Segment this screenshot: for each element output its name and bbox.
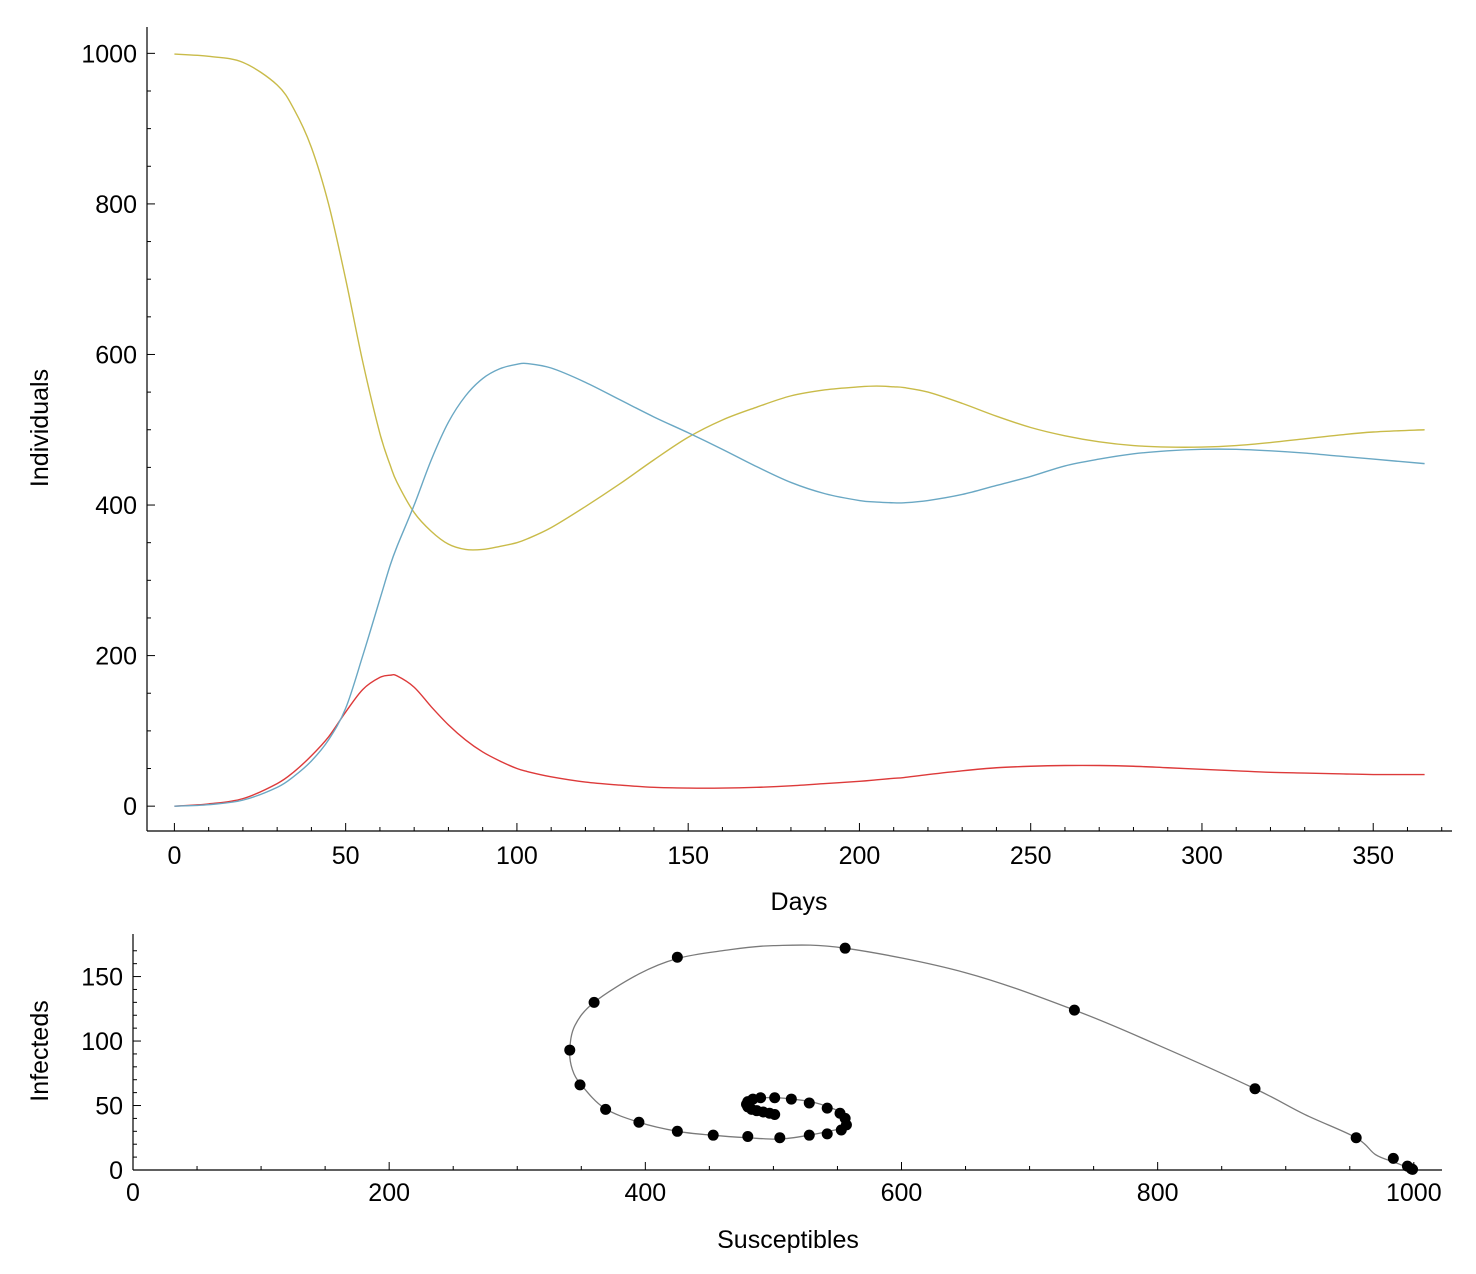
phase-point bbox=[822, 1128, 833, 1139]
phase-plot-x-tick-label: 600 bbox=[881, 1179, 923, 1207]
phase-plot-x-tick-label: 800 bbox=[1137, 1179, 1179, 1207]
phase-plot-x-tick-label: 1000 bbox=[1386, 1179, 1442, 1207]
recovereds-line bbox=[174, 363, 1424, 806]
phase-point bbox=[1402, 1161, 1413, 1172]
phase-plot-y-tick-label: 150 bbox=[81, 964, 123, 992]
phase-point bbox=[672, 1126, 683, 1137]
time-series-y-tick-label: 1000 bbox=[81, 40, 137, 68]
time-series-y-tick-label: 200 bbox=[95, 643, 137, 671]
phase-point bbox=[840, 943, 851, 954]
time-series-axes bbox=[147, 27, 1452, 831]
phase-trajectory-points bbox=[564, 943, 1418, 1175]
phase-plot-x-axis-title: Susceptibles bbox=[717, 1226, 859, 1254]
time-series-x-tick-label: 200 bbox=[839, 842, 881, 870]
phase-point bbox=[1388, 1153, 1399, 1164]
phase-point bbox=[769, 1109, 780, 1120]
phase-point bbox=[804, 1097, 815, 1108]
time-series-lines bbox=[174, 54, 1424, 806]
time-series-y-tick-label: 0 bbox=[123, 793, 137, 821]
phase-point bbox=[1069, 1005, 1080, 1016]
time-series-x-tick-label: 250 bbox=[1010, 842, 1052, 870]
phase-plot-y-tick-label: 50 bbox=[95, 1093, 123, 1121]
time-series-y-axis-title: Individuals bbox=[26, 369, 54, 487]
susceptibles-line bbox=[174, 54, 1424, 550]
time-series-y-tick-label: 600 bbox=[95, 341, 137, 369]
time-series-x-tick-label: 150 bbox=[667, 842, 709, 870]
time-series-x-tick-label: 300 bbox=[1181, 842, 1223, 870]
phase-point bbox=[672, 952, 683, 963]
time-series-x-tick-label: 100 bbox=[496, 842, 538, 870]
time-series-x-tick-label: 350 bbox=[1352, 842, 1394, 870]
phase-point bbox=[804, 1130, 815, 1141]
phase-point bbox=[575, 1079, 586, 1090]
phase-point bbox=[742, 1131, 753, 1142]
phase-point bbox=[600, 1104, 611, 1115]
phase-point bbox=[786, 1094, 797, 1105]
phase-plot-y-tick-label: 0 bbox=[109, 1157, 123, 1185]
time-series-tick-labels: 0 50 100 150 200 250 300 350 0 200 400 600 800 1000 bbox=[81, 40, 1394, 870]
phase-point bbox=[769, 1092, 780, 1103]
phase-plot-y-tick-label: 100 bbox=[81, 1028, 123, 1056]
phase-point bbox=[633, 1117, 644, 1128]
phase-point bbox=[1351, 1132, 1362, 1143]
time-series-y-tick-label: 800 bbox=[95, 191, 137, 219]
time-series-x-tick-label: 0 bbox=[167, 842, 181, 870]
phase-point bbox=[589, 997, 600, 1008]
infecteds-line bbox=[174, 675, 1424, 806]
phase-point bbox=[822, 1103, 833, 1114]
phase-trajectory-line bbox=[570, 945, 1413, 1169]
time-series-x-axis-title: Days bbox=[771, 888, 828, 916]
phase-plot-x-tick-label: 400 bbox=[624, 1179, 666, 1207]
time-series-chart: 0 50 100 150 200 250 300 350 0 200 400 600 800 1000 D… bbox=[26, 27, 1452, 916]
time-series-x-tick-label: 50 bbox=[332, 842, 360, 870]
phase-point bbox=[774, 1132, 785, 1143]
phase-plot-y-axis-title: Infecteds bbox=[26, 1000, 54, 1101]
phase-point bbox=[835, 1108, 846, 1119]
phase-plot-x-tick-label: 200 bbox=[368, 1179, 410, 1207]
phase-point bbox=[564, 1045, 575, 1056]
time-series-y-tick-label: 400 bbox=[95, 492, 137, 520]
phase-plot-axes bbox=[133, 934, 1442, 1170]
phase-plot-x-tick-label: 0 bbox=[126, 1179, 140, 1207]
phase-point bbox=[1250, 1083, 1261, 1094]
phase-point bbox=[708, 1130, 719, 1141]
